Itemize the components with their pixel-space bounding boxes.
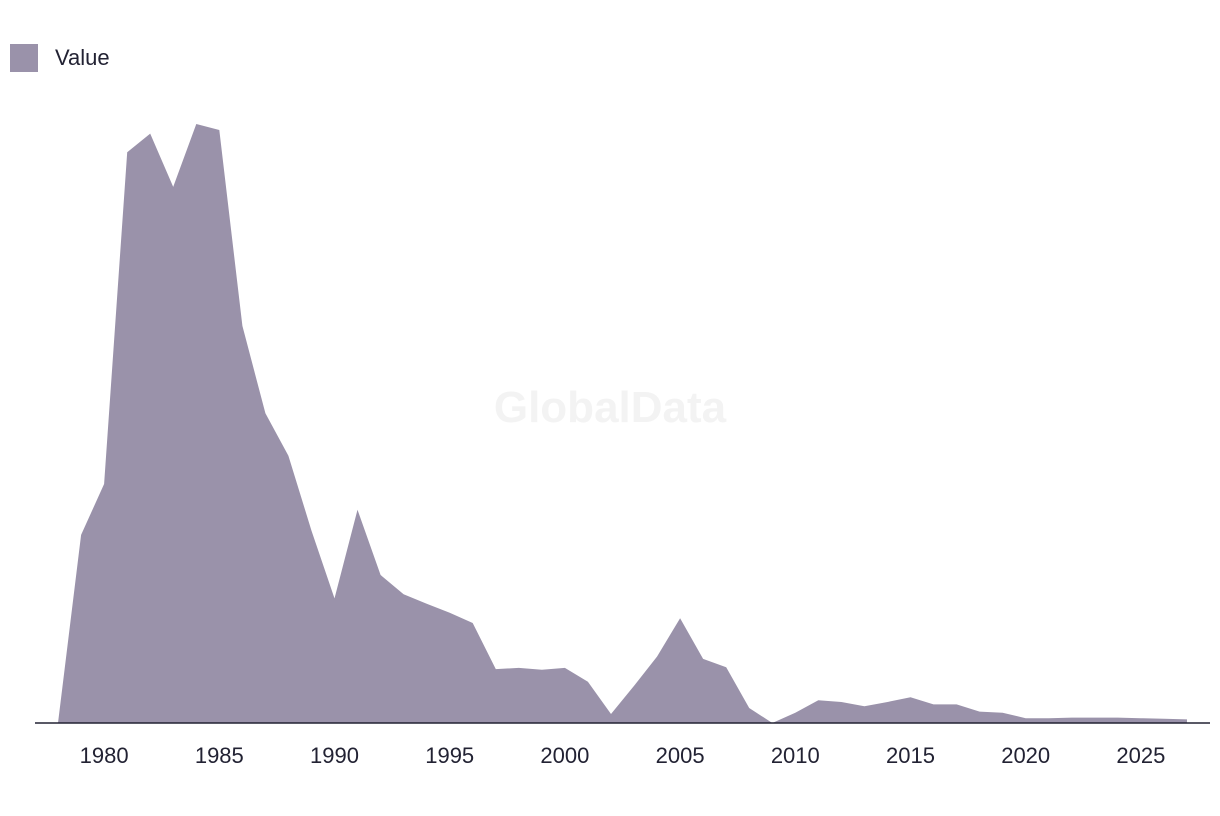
x-tick-label: 1990 xyxy=(310,743,359,768)
x-tick-label: 1980 xyxy=(80,743,129,768)
x-tick-label: 1985 xyxy=(195,743,244,768)
area-series-0 xyxy=(58,124,1187,723)
x-tick-label: 2020 xyxy=(1001,743,1050,768)
x-tick-label: 2000 xyxy=(540,743,589,768)
x-tick-label: 2005 xyxy=(656,743,705,768)
x-tick-label: 2025 xyxy=(1116,743,1165,768)
legend: Value xyxy=(10,44,110,72)
x-tick-label: 2010 xyxy=(771,743,820,768)
legend-swatch xyxy=(10,44,38,72)
watermark: GlobalData xyxy=(493,383,727,432)
legend-label: Value xyxy=(55,45,110,70)
x-tick-label: 1995 xyxy=(425,743,474,768)
x-tick-label: 2015 xyxy=(886,743,935,768)
